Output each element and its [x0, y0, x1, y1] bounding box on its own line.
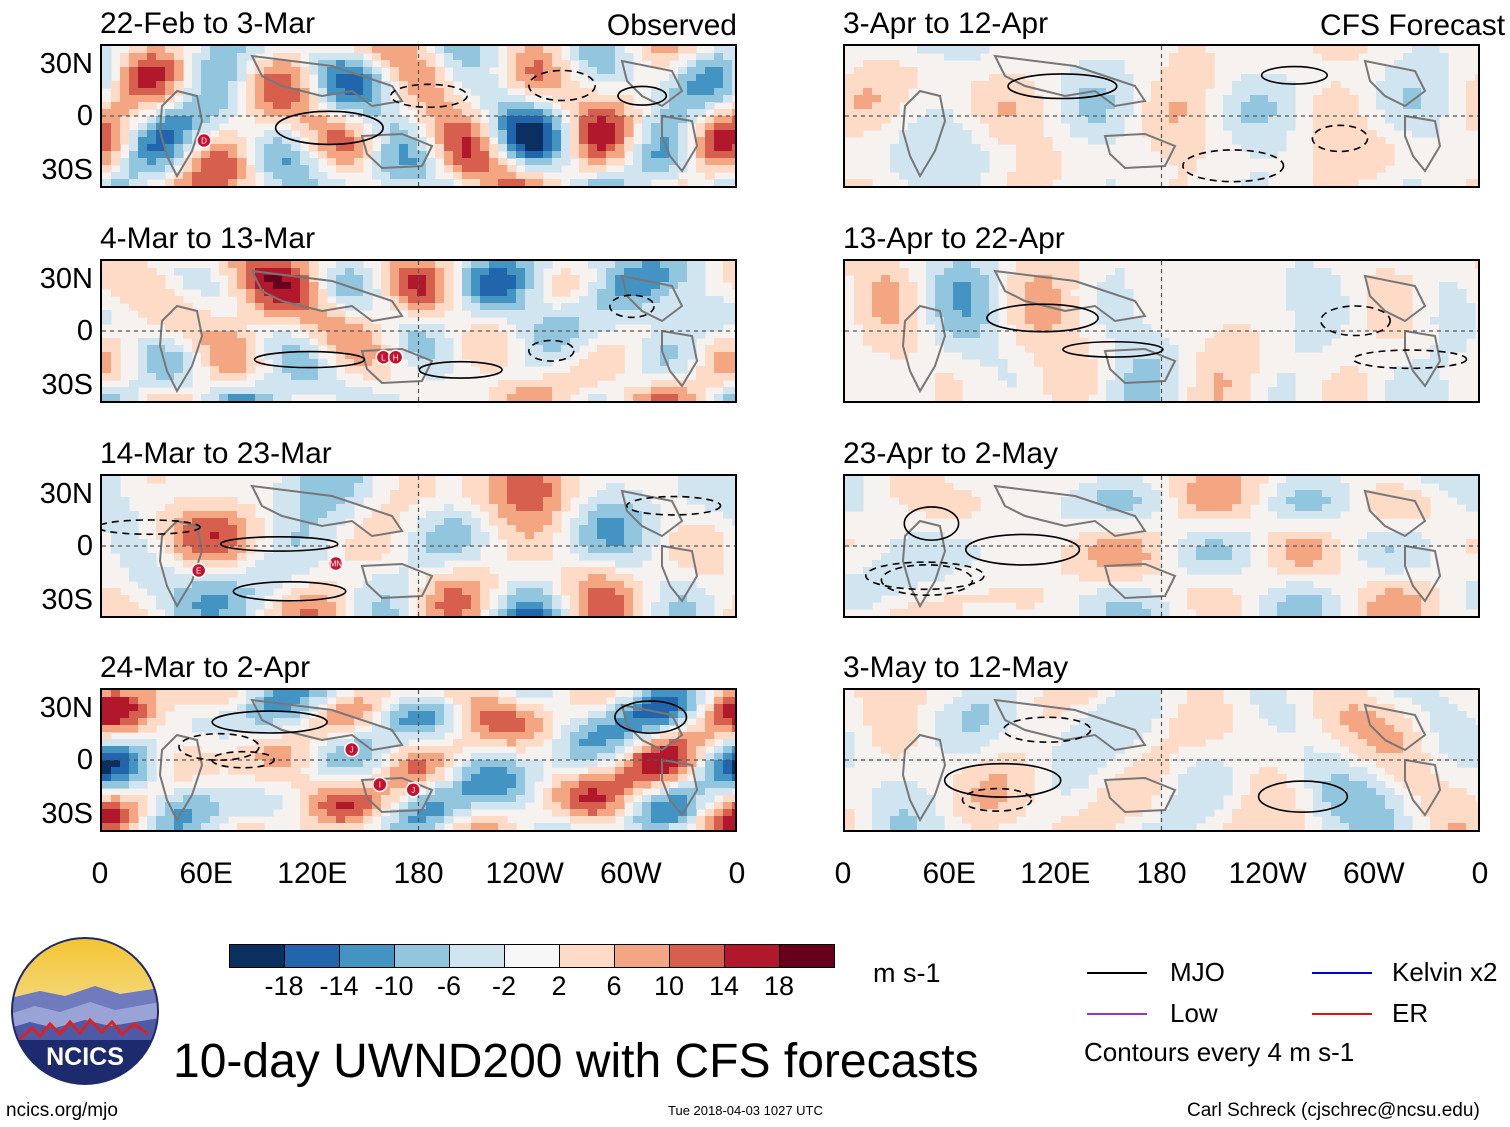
panel-title: 3-Apr to 12-Apr — [843, 7, 1049, 40]
storm-marker: MN — [328, 555, 344, 572]
colorbar-tick-label: -6 — [436, 971, 461, 1001]
storm-marker: E — [190, 562, 207, 579]
colorbar-swatch — [724, 944, 780, 968]
wind-map-panel — [843, 44, 1480, 188]
colorbar-tick-label: 2 — [551, 971, 567, 1001]
lon-label: 60E — [179, 857, 233, 890]
ncics-logo: NCICS — [10, 936, 160, 1086]
lon-label: 60W — [1342, 857, 1405, 890]
legend-line-low — [1087, 1013, 1147, 1015]
legend-line-er — [1312, 1013, 1372, 1015]
lon-label: 60W — [599, 857, 662, 890]
lat-label: 0 — [76, 315, 93, 347]
lon-label: 180 — [1136, 857, 1187, 890]
lon-label: 60E — [922, 857, 976, 890]
lat-label: 30S — [41, 369, 93, 401]
colorbar-tick-label: -2 — [491, 971, 516, 1001]
panel-tag: CFS Forecast — [1320, 9, 1506, 42]
storm-marker-label: L — [381, 353, 386, 362]
lon-label: 120E — [277, 857, 348, 890]
panel-title: 22-Feb to 3-Mar — [100, 7, 316, 40]
lon-label: 0 — [91, 857, 109, 890]
wind-map-panel: J I J — [100, 688, 737, 832]
storm-marker: H — [387, 349, 404, 365]
storm-marker-label: E — [196, 567, 201, 576]
colorbar-tick-label: 14 — [708, 971, 740, 1001]
wind-map-panel: D — [100, 44, 737, 188]
legend-label-low: Low — [1170, 998, 1218, 1028]
lat-label: 30N — [39, 692, 93, 724]
colorbar-swatch — [504, 944, 560, 968]
legend-contour-note: Contours every 4 m s-1 — [1084, 1037, 1355, 1067]
legend-line-kelvin — [1312, 972, 1372, 974]
colorbar-units: m s-1 — [873, 958, 941, 988]
lon-label: 0 — [834, 857, 852, 890]
lat-label: 0 — [76, 530, 93, 562]
footer-url[interactable]: ncics.org/mjo — [6, 1100, 118, 1121]
storm-marker: I — [372, 776, 388, 793]
lon-label: 0 — [1471, 857, 1489, 890]
colorbar-swatch — [614, 944, 670, 968]
panel-title: 3-May to 12-May — [843, 651, 1069, 684]
lat-label: 0 — [76, 744, 93, 776]
colorbar-swatch — [669, 944, 725, 968]
lon-label: 120W — [1228, 857, 1307, 890]
lat-label: 30N — [39, 263, 93, 295]
panel-title: 14-Mar to 23-Mar — [100, 437, 332, 470]
legend-label-mjo: MJO — [1170, 957, 1225, 987]
colorbar-swatch — [779, 944, 835, 968]
colorbar-tick-label: 10 — [653, 971, 685, 1001]
colorbar-tick-label: -14 — [319, 971, 359, 1001]
panel-title: 13-Apr to 22-Apr — [843, 222, 1065, 255]
main-title: 10-day UWND200 with CFS forecasts — [173, 1035, 979, 1088]
panel-title: 4-Mar to 13-Mar — [100, 222, 316, 255]
lat-label: 30S — [41, 798, 93, 830]
lon-label: 180 — [393, 857, 444, 890]
panel-title: 24-Mar to 2-Apr — [100, 651, 311, 684]
lat-label: 0 — [76, 100, 93, 132]
colorbar-tick-label: 6 — [606, 971, 622, 1001]
colorbar-tick-label: 18 — [763, 971, 795, 1001]
wind-map-panel — [843, 474, 1480, 618]
colorbar-swatch — [559, 944, 615, 968]
colorbar-tick-label: -10 — [374, 971, 414, 1001]
storm-marker: J — [343, 741, 360, 758]
storm-marker: D — [196, 132, 212, 149]
wind-map-panel — [843, 259, 1480, 403]
storm-marker-label: J — [411, 786, 415, 795]
legend-label-kelvin: Kelvin x2 — [1392, 957, 1498, 987]
lon-label: 120W — [485, 857, 564, 890]
panel-title: 23-Apr to 2-May — [843, 437, 1059, 470]
wind-map-panel: E MN — [100, 474, 737, 618]
lat-label: 30N — [39, 478, 93, 510]
wind-map-panel — [843, 688, 1480, 832]
logo-text: NCICS — [46, 1043, 124, 1071]
colorbar-swatch — [449, 944, 505, 968]
lat-label: 30S — [41, 154, 93, 186]
colorbar-swatch — [229, 944, 285, 968]
colorbar-tick-label: -18 — [264, 971, 304, 1001]
lon-label: 120E — [1020, 857, 1091, 890]
legend-line-mjo — [1087, 972, 1147, 974]
lon-label: 0 — [728, 857, 746, 890]
storm-marker-label: D — [201, 137, 207, 146]
storm-marker-label: MN — [330, 560, 343, 569]
panel-tag: Observed — [606, 9, 737, 42]
footer-author: Carl Schreck (cjschrec@ncsu.edu) — [1187, 1100, 1480, 1121]
colorbar-swatch — [394, 944, 450, 968]
lat-label: 30N — [39, 48, 93, 80]
storm-marker: J — [405, 782, 421, 798]
storm-marker-label: I — [379, 781, 381, 790]
lat-label: 30S — [41, 584, 93, 616]
colorbar-swatch — [284, 944, 340, 968]
storm-marker-label: H — [393, 353, 399, 362]
legend-label-er: ER — [1392, 998, 1429, 1028]
footer-timestamp: Tue 2018-04-03 1027 UTC — [668, 1103, 823, 1118]
storm-marker-label: J — [350, 746, 354, 755]
colorbar-swatch — [339, 944, 395, 968]
